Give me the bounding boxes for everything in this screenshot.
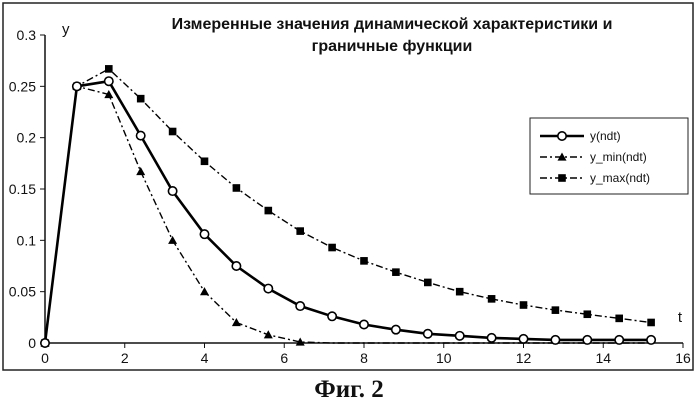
chart: 0 2 4 6 8 10 12 14 16 0 0.05 0.1 0.15 0.2 0.25 0.3 y t Из…: [0, 0, 698, 376]
legend: y(ndt) y_min(ndt) y_max(ndt): [530, 118, 688, 194]
data-point-y_max(ndt): [201, 157, 209, 165]
legend-marker-y(ndt): [558, 132, 566, 140]
data-point-y(ndt): [200, 230, 208, 238]
data-point-y_max(ndt): [296, 227, 304, 235]
data-point-y(ndt): [583, 336, 591, 344]
data-point-y_max(ndt): [456, 288, 464, 296]
data-point-y_max(ndt): [647, 319, 655, 327]
data-point-y(ndt): [615, 336, 623, 344]
data-point-y_max(ndt): [584, 310, 592, 318]
data-point-y(ndt): [105, 77, 113, 85]
data-point-y(ndt): [519, 335, 527, 343]
x-axis-label: t: [678, 309, 683, 326]
y-tick-label: 0: [28, 335, 36, 351]
y-axis-label: y: [62, 21, 70, 38]
data-point-y_min(ndt): [264, 330, 273, 338]
data-point-y_max(ndt): [137, 95, 145, 103]
data-point-y_max(ndt): [392, 268, 400, 276]
data-point-y(ndt): [328, 312, 336, 320]
data-point-y(ndt): [232, 262, 240, 270]
legend-label: y(ndt): [590, 129, 621, 143]
legend-label: y_min(ndt): [590, 150, 647, 164]
y-tick-label: 0.1: [17, 232, 37, 248]
legend-label: y_max(ndt): [590, 171, 650, 185]
data-point-y_max(ndt): [105, 65, 113, 73]
data-point-y(ndt): [487, 334, 495, 342]
y-tick-label: 0.05: [9, 284, 36, 300]
data-point-y(ndt): [41, 339, 49, 347]
figure-caption: Фиг. 2: [0, 376, 698, 404]
data-point-y_min(ndt): [168, 236, 177, 244]
data-point-y(ndt): [456, 332, 464, 340]
legend-marker-y_max(ndt): [558, 174, 566, 182]
chart-frame: 0 2 4 6 8 10 12 14 16 0 0.05 0.1 0.15 0.2 0.25 0.3 y t Из…: [0, 0, 698, 376]
x-tick-label: 0: [41, 350, 49, 366]
data-point-y(ndt): [360, 320, 368, 328]
data-point-y_max(ndt): [615, 315, 623, 323]
chart-title: Измеренные значения динамической характе…: [172, 16, 613, 55]
chart-title-line: Измеренные значения динамической характе…: [172, 16, 613, 33]
data-point-y_max(ndt): [233, 184, 241, 192]
y-tick-label: 0.15: [9, 181, 36, 197]
data-point-y_max(ndt): [488, 295, 496, 303]
data-point-y_min(ndt): [136, 167, 145, 175]
data-point-y(ndt): [296, 302, 304, 310]
x-tick-label: 2: [121, 350, 129, 366]
x-tick-label: 6: [280, 350, 288, 366]
data-point-y_max(ndt): [520, 301, 528, 309]
data-point-y_max(ndt): [424, 279, 432, 287]
chart-title-line: граничные функции: [312, 38, 473, 55]
x-tick-label: 16: [675, 350, 691, 366]
data-point-y_max(ndt): [552, 306, 560, 314]
x-tick-label: 14: [595, 350, 611, 366]
y-tick-label: 0.25: [9, 78, 36, 94]
data-point-y_max(ndt): [265, 207, 273, 215]
data-point-y(ndt): [264, 284, 272, 292]
data-point-y_max(ndt): [360, 257, 368, 265]
data-point-y(ndt): [647, 336, 655, 344]
data-point-y_max(ndt): [169, 128, 177, 136]
data-point-y(ndt): [137, 131, 145, 139]
series-line-y_max(ndt): [45, 69, 651, 343]
series-group: [41, 65, 656, 347]
data-point-y(ndt): [551, 336, 559, 344]
y-tick-label: 0.2: [17, 130, 37, 146]
data-point-y(ndt): [168, 187, 176, 195]
data-point-y(ndt): [424, 330, 432, 338]
data-point-y_max(ndt): [328, 244, 336, 252]
data-point-y(ndt): [73, 82, 81, 90]
data-point-y_min(ndt): [200, 287, 209, 295]
x-tick-label: 8: [360, 350, 368, 366]
x-tick-label: 10: [436, 350, 452, 366]
data-point-y(ndt): [392, 325, 400, 333]
y-tick-label: 0.3: [17, 27, 37, 43]
x-tick-label: 12: [516, 350, 532, 366]
x-tick-label: 4: [201, 350, 209, 366]
